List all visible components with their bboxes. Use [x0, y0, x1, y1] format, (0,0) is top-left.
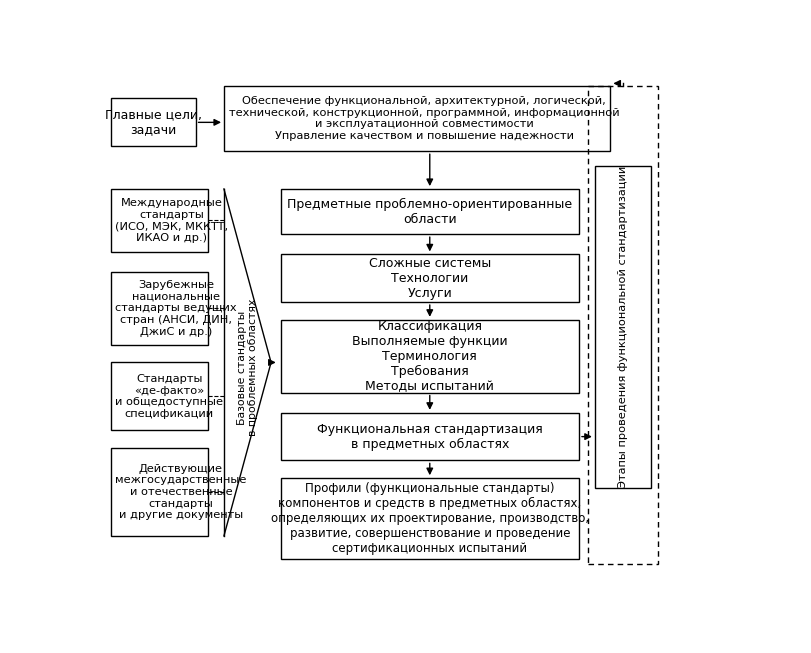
FancyBboxPatch shape [111, 272, 208, 345]
Text: Предметные проблемно-ориентированные
области: Предметные проблемно-ориентированные обл… [287, 198, 573, 226]
FancyBboxPatch shape [594, 167, 651, 488]
FancyBboxPatch shape [224, 86, 611, 151]
Text: Главные цели,
задачи: Главные цели, задачи [105, 108, 202, 136]
Text: Действующие
межгосударственные
и отечественные
стандарты
и другие документы: Действующие межгосударственные и отечест… [115, 464, 247, 520]
FancyBboxPatch shape [281, 254, 579, 302]
Text: Обеспечение функциональной, архитектурной, логической,
технической, конструкцион: Обеспечение функциональной, архитектурно… [229, 96, 620, 141]
Text: Этапы проведения функциональной стандартизации: Этапы проведения функциональной стандарт… [618, 166, 628, 488]
FancyBboxPatch shape [111, 362, 208, 430]
FancyBboxPatch shape [281, 189, 579, 234]
Text: Зарубежные
национальные
стандарты ведущих
стран (АНСИ, ДИН,
ДжиС и др.): Зарубежные национальные стандарты ведущи… [115, 280, 237, 337]
Text: Классификация
Выполняемые функции
Терминология
Требования
Методы испытаний: Классификация Выполняемые функции Термин… [352, 319, 508, 392]
Text: Международные
стандарты
(ИСО, МЭК, МККTT,
ИКАО и др.): Международные стандарты (ИСО, МЭК, МККTT… [115, 198, 229, 243]
FancyBboxPatch shape [111, 189, 208, 252]
Text: Сложные системы
Технологии
Услуги: Сложные системы Технологии Услуги [369, 257, 491, 300]
FancyBboxPatch shape [281, 478, 579, 558]
Text: Профили (функциональные стандарты)
компонентов и средств в предметных областях,
: Профили (функциональные стандарты) компо… [271, 482, 589, 555]
FancyBboxPatch shape [111, 448, 208, 536]
FancyBboxPatch shape [111, 99, 195, 146]
FancyBboxPatch shape [281, 320, 579, 392]
Text: Стандарты
«де-факто»
и общедоступные
спецификации: Стандарты «де-факто» и общедоступные спе… [115, 374, 223, 419]
FancyBboxPatch shape [281, 413, 579, 460]
Text: Функциональная стандартизация
в предметных областях: Функциональная стандартизация в предметн… [317, 422, 543, 451]
Text: Базовые стандарты
в проблемных областях: Базовые стандарты в проблемных областях [237, 299, 259, 436]
